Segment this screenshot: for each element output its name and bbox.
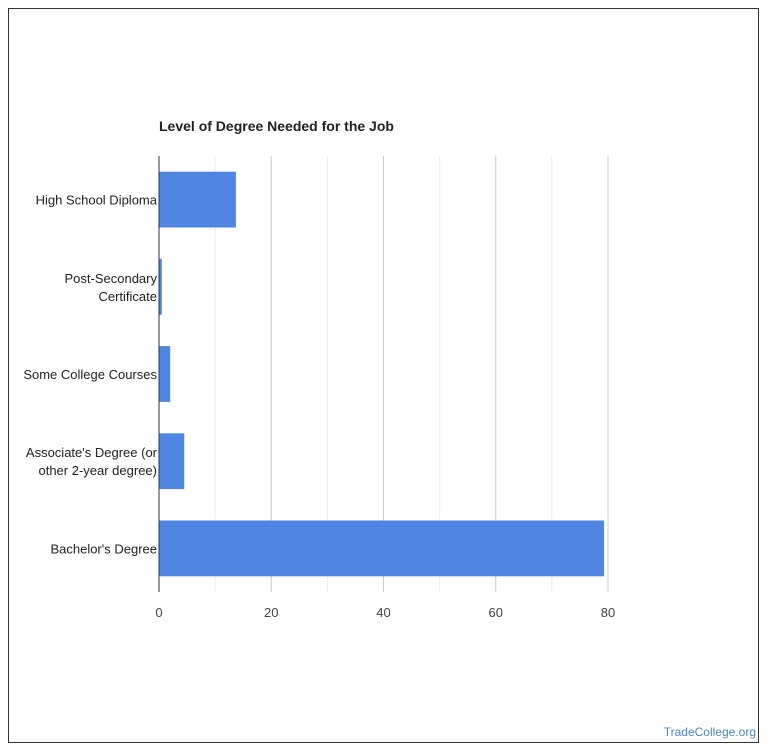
credit-link[interactable]: TradeCollege.org — [663, 725, 756, 739]
chart-title: Level of Degree Needed for the Job — [159, 118, 394, 134]
bar — [159, 433, 185, 490]
category-label: Bachelor's Degree — [50, 541, 157, 556]
bar — [159, 258, 162, 315]
category-label: Some College Courses — [23, 367, 157, 382]
x-tick-label: 80 — [601, 605, 615, 620]
x-tick-label: 60 — [489, 605, 503, 620]
category-labels: High School Diploma Post-Secondary Certifi… — [23, 193, 157, 557]
category-label: other 2-year degree) — [38, 463, 157, 478]
gridlines — [214, 156, 609, 592]
bar — [159, 346, 171, 402]
bar — [159, 171, 236, 228]
x-tick-labels: 0 20 40 60 80 — [155, 605, 615, 620]
x-tick-label: 40 — [376, 605, 390, 620]
bars — [159, 171, 605, 577]
bar — [159, 520, 605, 577]
x-tick-label: 20 — [264, 605, 278, 620]
category-label: Associate's Degree (or — [26, 445, 158, 460]
category-label: Post-Secondary — [65, 271, 158, 286]
category-label: Certificate — [98, 289, 157, 304]
x-tick-label: 0 — [155, 605, 162, 620]
category-label: High School Diploma — [36, 193, 158, 208]
